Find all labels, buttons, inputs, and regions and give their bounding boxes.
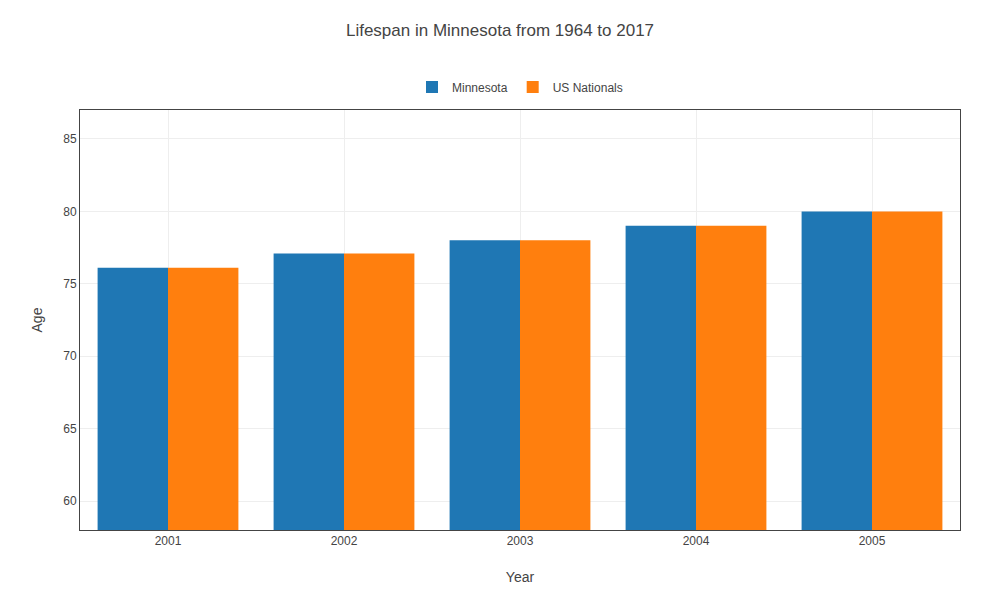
svg-text:Year: Year	[506, 569, 535, 585]
svg-text:US Nationals: US Nationals	[553, 81, 623, 95]
svg-text:2004: 2004	[683, 534, 710, 548]
svg-text:75: 75	[63, 277, 77, 291]
svg-text:80: 80	[63, 205, 77, 219]
svg-text:Minnesota: Minnesota	[452, 81, 508, 95]
svg-text:Age: Age	[29, 307, 45, 332]
svg-text:85: 85	[63, 132, 77, 146]
svg-text:70: 70	[63, 349, 77, 363]
svg-text:60: 60	[63, 494, 77, 508]
svg-text:2002: 2002	[331, 534, 358, 548]
svg-text:2003: 2003	[507, 534, 534, 548]
svg-text:2001: 2001	[155, 534, 182, 548]
svg-text:Lifespan in Minnesota from 196: Lifespan in Minnesota from 1964 to 2017	[346, 21, 654, 40]
svg-text:65: 65	[63, 422, 77, 436]
svg-text:2005: 2005	[859, 534, 886, 548]
